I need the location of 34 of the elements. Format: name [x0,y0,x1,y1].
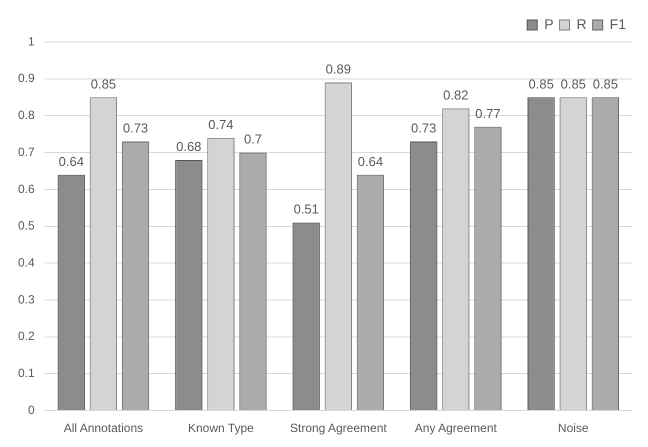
data-label: 0.85 [560,76,586,92]
y-tick-label: 0 [28,402,35,417]
y-tick-label: 0.1 [18,366,35,380]
data-label: 0.85 [90,76,116,92]
legend-label: F1 [610,16,626,32]
data-label: 0.64 [358,154,384,169]
y-tick-label: 0.3 [18,292,35,306]
y-tick-label: 0.6 [18,182,35,196]
data-label: 0.85 [592,76,618,92]
x-tick-label: Known Type [188,421,254,436]
y-tick-label: 0.5 [18,218,35,233]
data-label: 0.7 [244,132,262,147]
y-tick-label: 0.4 [18,255,35,270]
legend-label: P [544,16,554,32]
x-tick-label: All Annotations [64,421,144,436]
y-tick-label: 0.9 [18,71,35,86]
data-label: 0.68 [176,139,202,154]
y-tick-label: 0.8 [18,108,35,122]
data-label: 0.73 [411,120,436,136]
data-label: 0.51 [294,202,319,217]
x-tick-label: Strong Agreement [290,421,388,436]
y-tick-label: 0.2 [18,329,35,344]
y-tick-label: 1 [28,34,35,48]
data-label: 0.64 [58,154,84,169]
y-tick-label: 0.7 [18,144,35,159]
data-label: 0.82 [443,87,468,102]
data-label: 0.74 [208,116,234,132]
x-tick-label: Any Agreement [414,421,498,436]
data-label: 0.77 [475,106,501,121]
data-label: 0.73 [122,120,148,136]
x-tick-label: Noise [558,421,589,436]
data-label: 0.85 [528,76,554,92]
data-label: 0.89 [326,62,351,77]
legend-label: R [576,16,587,32]
